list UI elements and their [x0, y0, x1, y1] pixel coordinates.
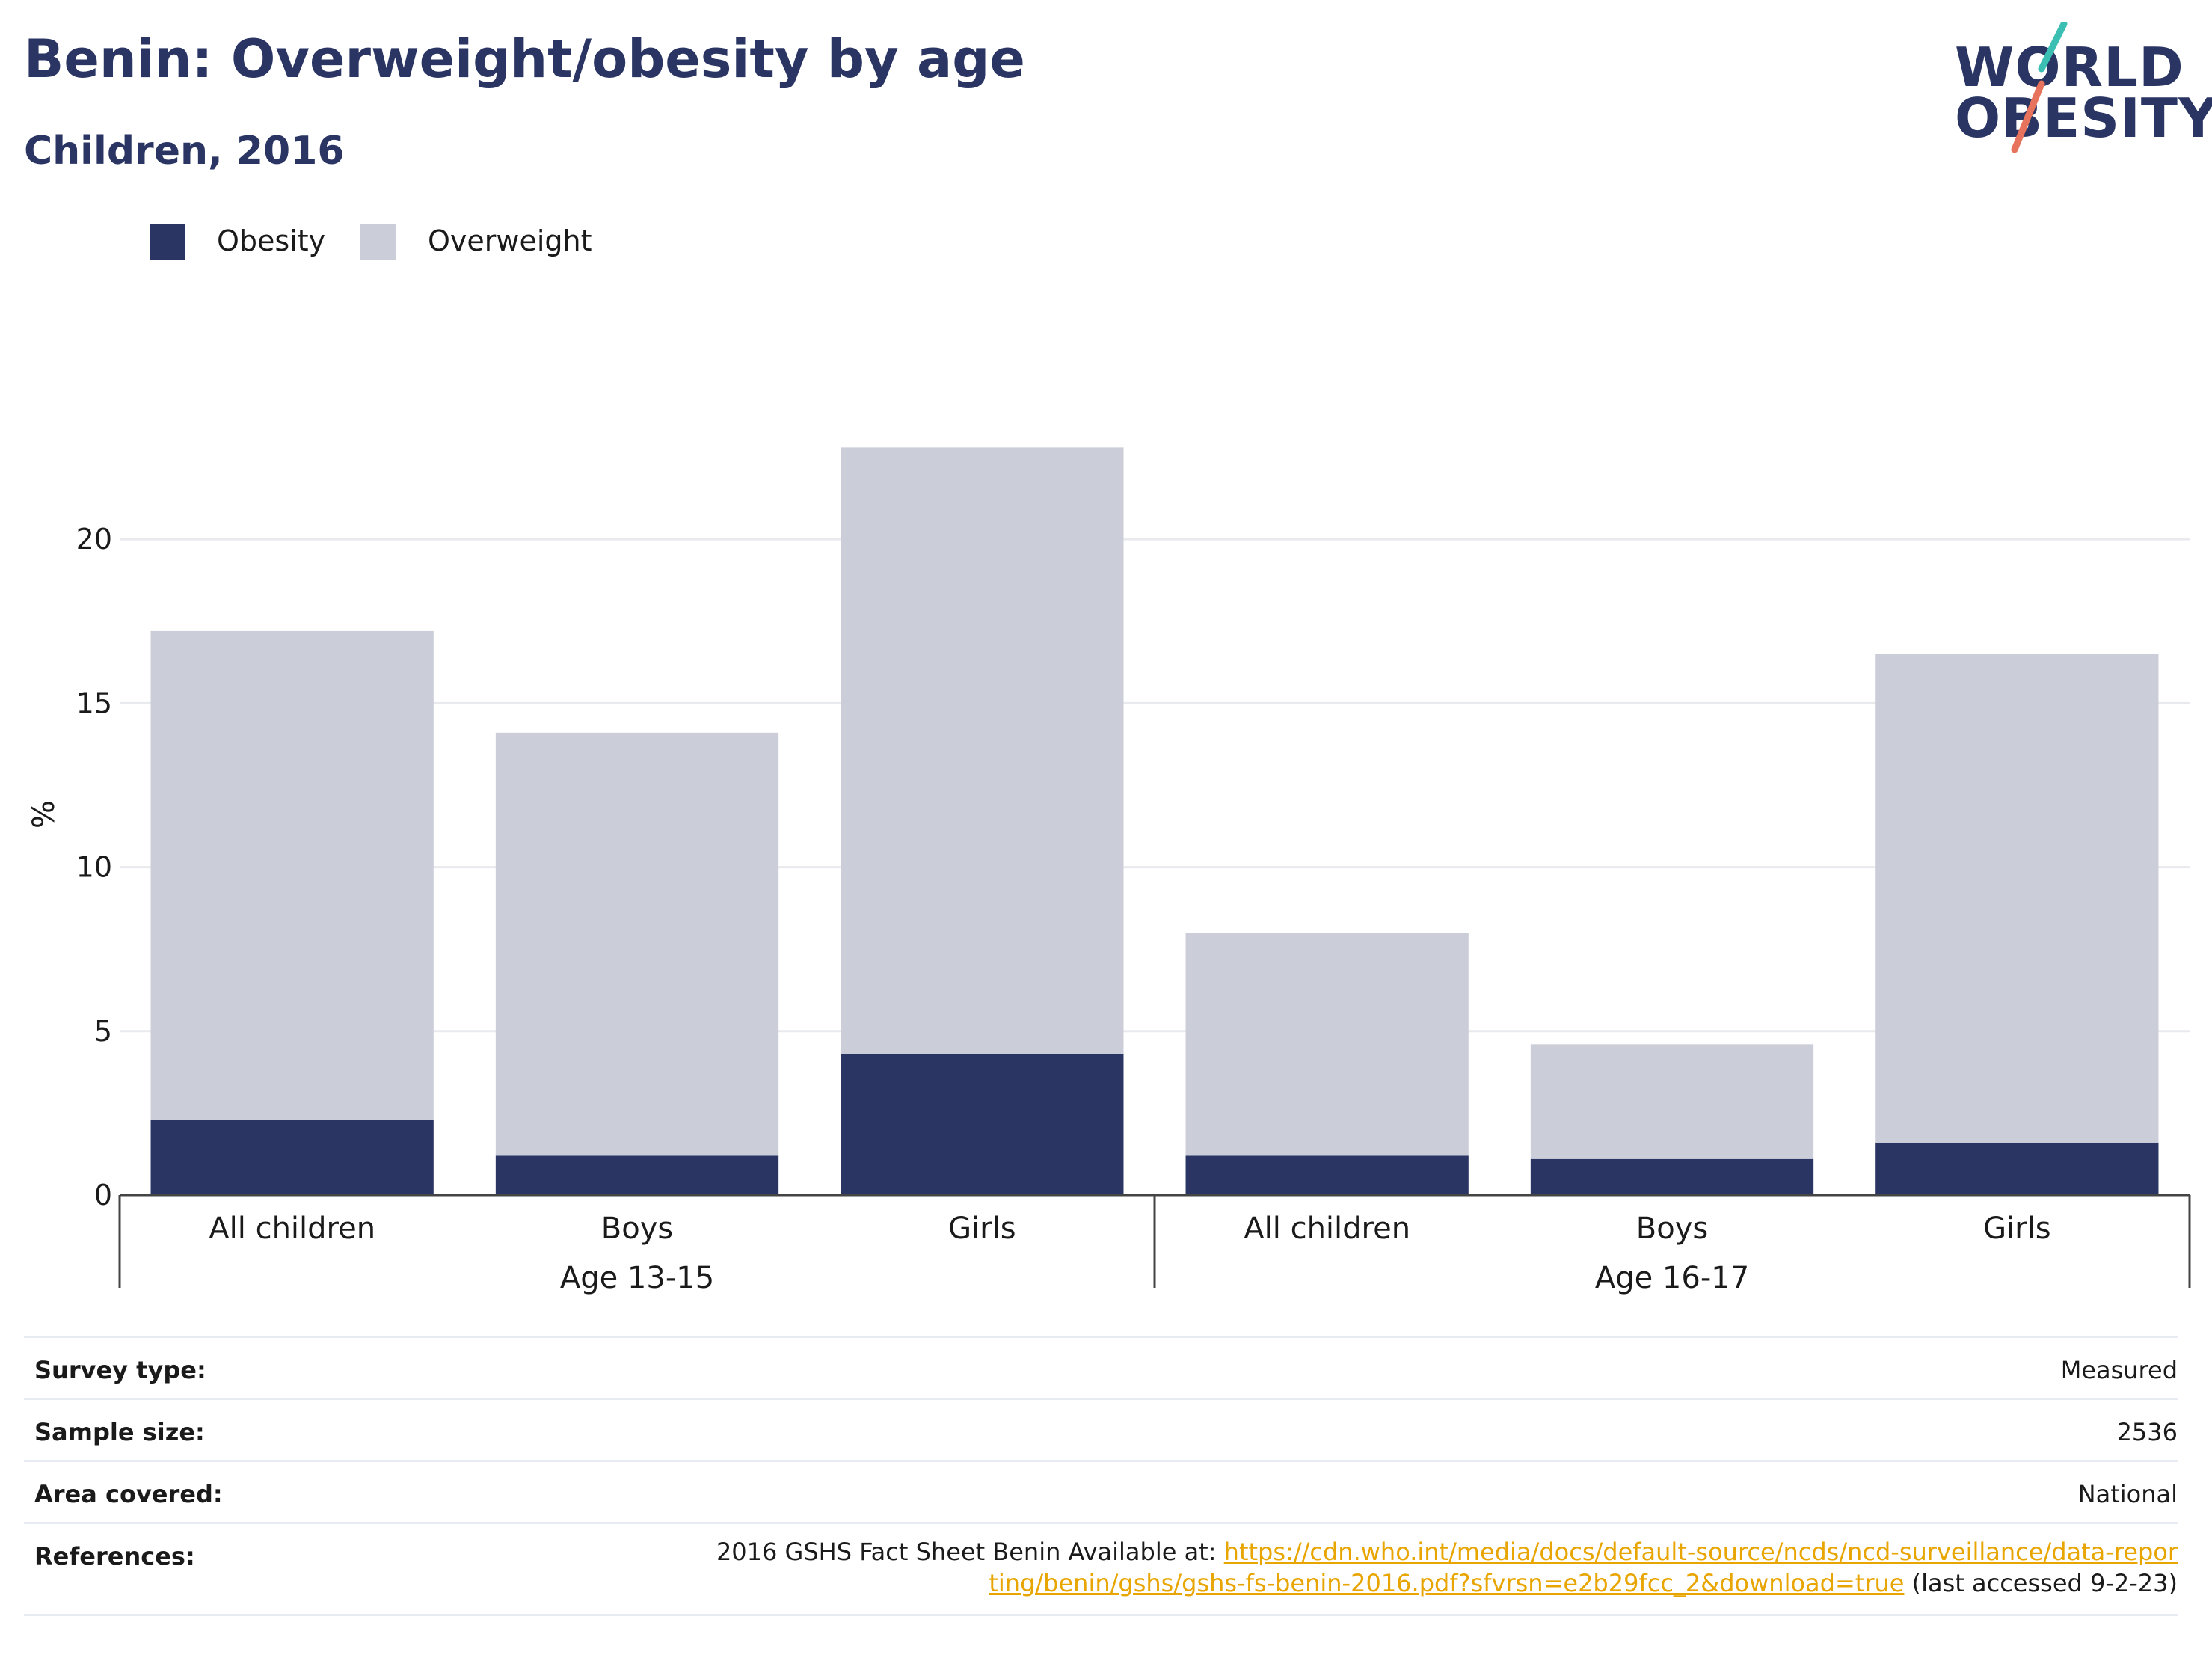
bar-obesity: [1530, 1158, 1814, 1195]
bar-obesity: [1875, 1142, 2159, 1195]
bar-obesity: [1185, 1155, 1469, 1195]
references-value: 2016 GSHS Fact Sheet Benin Available at:…: [712, 1536, 2178, 1599]
page-subtitle: Children, 2016: [24, 129, 345, 174]
bar-overweight: [1530, 1044, 1814, 1159]
bar-overweight: [495, 732, 779, 1156]
sample-size-value: 2536: [2116, 1418, 2178, 1446]
x-category-label: Girls: [948, 1212, 1016, 1246]
references-suffix: (last accessed 9-2-23): [1904, 1569, 2178, 1597]
y-axis-label: %: [27, 800, 61, 829]
x-category-label: Boys: [1636, 1212, 1708, 1246]
y-tick-label: 15: [76, 687, 112, 719]
logo-text-line1: WORLD: [1955, 36, 2184, 99]
survey-type-label: Survey type:: [34, 1356, 206, 1384]
bar-overweight: [841, 447, 1124, 1054]
x-category-label: Girls: [1983, 1212, 2051, 1246]
bar-overweight: [1185, 933, 1469, 1156]
bar-obesity: [150, 1120, 434, 1195]
bar-obesity: [841, 1054, 1124, 1195]
survey-type-value: Measured: [2060, 1356, 2178, 1384]
legend-label-obesity: Obesity: [217, 224, 326, 257]
page-title: Benin: Overweight/obesity by age: [24, 28, 1025, 90]
y-tick-label: 10: [76, 851, 112, 884]
table-row-area-covered: Area covered: National: [24, 1460, 2178, 1522]
logo-slash-icon: [2011, 22, 2068, 153]
x-group-label: Age 13-15: [560, 1261, 714, 1295]
bar-overweight: [150, 630, 434, 1120]
x-category-label: All children: [1244, 1212, 1410, 1246]
table-row-sample-size: Sample size: 2536: [24, 1398, 2178, 1460]
world-obesity-logo: WORLD OBESITY: [1944, 22, 2212, 157]
x-group-label: Age 16-17: [1595, 1261, 1749, 1295]
legend-label-overweight: Overweight: [428, 224, 592, 257]
references-link[interactable]: https://cdn.who.int/media/docs/default-s…: [989, 1538, 2178, 1597]
table-row-references: References: 2016 GSHS Fact Sheet Benin A…: [24, 1522, 2178, 1616]
table-row-survey-type: Survey type: Measured: [24, 1336, 2178, 1398]
legend-swatch-overweight: [360, 224, 396, 260]
x-category-label: All children: [209, 1212, 375, 1246]
x-category-label: Boys: [601, 1212, 673, 1246]
legend-swatch-obesity: [150, 224, 185, 260]
sample-size-label: Sample size:: [34, 1418, 205, 1446]
survey-info-table: Survey type: Measured Sample size: 2536 …: [24, 1336, 2178, 1616]
y-tick-label: 20: [76, 523, 112, 556]
y-tick-label: 0: [94, 1179, 112, 1212]
references-label: References:: [34, 1542, 195, 1570]
bar-obesity: [495, 1155, 779, 1195]
logo-text-line2: OBESITY: [1955, 87, 2212, 150]
area-covered-value: National: [2077, 1480, 2178, 1508]
area-covered-label: Area covered:: [34, 1480, 223, 1508]
bar-overweight: [1875, 654, 2159, 1143]
stacked-bar-chart: 0 5 10 15 20% All children Boys Girls All childr…: [27, 447, 2191, 1295]
y-tick-label: 5: [94, 1015, 112, 1048]
references-prefix: 2016 GSHS Fact Sheet Benin Available at:: [716, 1538, 1224, 1566]
